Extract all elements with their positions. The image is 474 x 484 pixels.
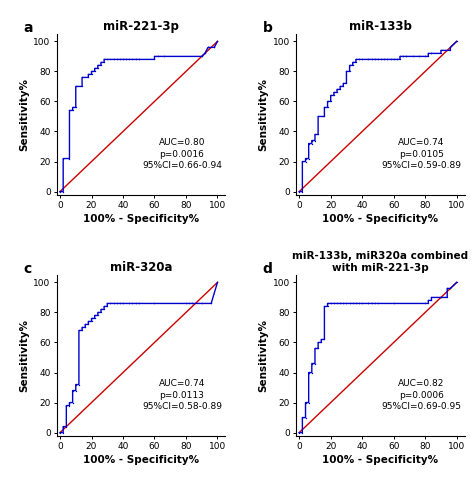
X-axis label: 100% - Specificity%: 100% - Specificity% <box>322 455 438 465</box>
Text: AUC=0.82
p=0.0006
95%CI=0.69-0.95: AUC=0.82 p=0.0006 95%CI=0.69-0.95 <box>381 379 461 411</box>
Y-axis label: Sensitivity%: Sensitivity% <box>19 319 29 392</box>
X-axis label: 100% - Specificity%: 100% - Specificity% <box>83 214 199 224</box>
Y-axis label: Sensitivity%: Sensitivity% <box>258 319 268 392</box>
Title: miR-221-3p: miR-221-3p <box>103 20 179 33</box>
Text: AUC=0.74
p=0.0113
95%CI=0.58-0.89: AUC=0.74 p=0.0113 95%CI=0.58-0.89 <box>142 379 222 411</box>
Text: AUC=0.74
p=0.0105
95%CI=0.59-0.89: AUC=0.74 p=0.0105 95%CI=0.59-0.89 <box>381 138 461 170</box>
Text: AUC=0.80
p=0.0016
95%CI=0.66-0.94: AUC=0.80 p=0.0016 95%CI=0.66-0.94 <box>142 138 222 170</box>
Text: b: b <box>263 21 272 35</box>
Text: d: d <box>263 262 272 276</box>
Y-axis label: Sensitivity%: Sensitivity% <box>19 78 29 151</box>
Text: a: a <box>23 21 33 35</box>
Title: miR-133b, miR320a combined
with miR-221-3p: miR-133b, miR320a combined with miR-221-… <box>292 251 468 273</box>
Title: miR-320a: miR-320a <box>110 261 173 274</box>
Y-axis label: Sensitivity%: Sensitivity% <box>258 78 268 151</box>
X-axis label: 100% - Specificity%: 100% - Specificity% <box>322 214 438 224</box>
Text: c: c <box>23 262 31 276</box>
X-axis label: 100% - Specificity%: 100% - Specificity% <box>83 455 199 465</box>
Title: miR-133b: miR-133b <box>349 20 412 33</box>
